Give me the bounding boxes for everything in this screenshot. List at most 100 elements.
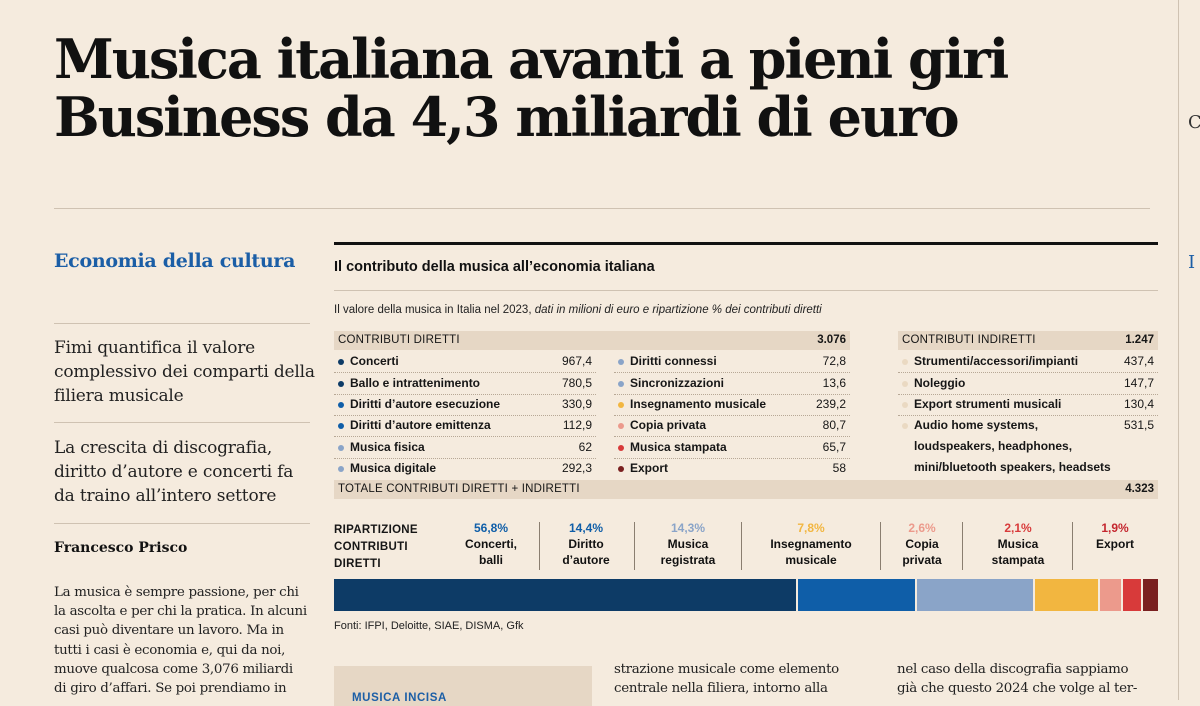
- segment-percent: 2,6%: [908, 521, 936, 535]
- item-value: 130,4: [1123, 397, 1154, 411]
- cropped-text-fragment: I: [1188, 252, 1196, 273]
- bullet-dot: [902, 359, 908, 365]
- infographic-divider: [334, 290, 1158, 291]
- item-label: Ballo e intrattenimento: [350, 376, 481, 390]
- row-divider: [614, 458, 850, 459]
- body-line: di giro d’affari. Se poi prendiamo in: [54, 681, 287, 697]
- segment-name: Copia privata: [902, 537, 942, 567]
- segment-name: Musica registrata: [660, 537, 716, 567]
- article-column-3: nel caso della discografia sappiamo già …: [897, 660, 1137, 698]
- summary-1: Fimi quantifica il valore complessivo de…: [54, 338, 315, 406]
- grand-total-label: TOTALE CONTRIBUTI DIRETTI + INDIRETTI: [338, 483, 580, 495]
- bullet-dot: [338, 445, 344, 451]
- list-item: Diritti d’autore emittenza 112,9: [334, 415, 596, 436]
- item-label: Noleggio: [914, 376, 966, 390]
- segment-separator: [880, 522, 881, 570]
- segment-label: 7,8% Insegnamento musicale: [744, 520, 878, 568]
- row-divider: [334, 436, 596, 437]
- subtitle-italic: dati in milioni di euro e ripartizione %…: [534, 304, 822, 316]
- list-item: Audio home systems, loudspeakers, headph…: [898, 415, 1158, 478]
- segment-separator: [962, 522, 963, 570]
- item-value: 65,7: [822, 440, 846, 454]
- ripartizione-label-line: CONTRIBUTI: [334, 541, 408, 553]
- item-label: Export: [630, 461, 669, 475]
- subtitle-text: Il valore della musica in Italia nel 202…: [334, 304, 535, 316]
- bar-segment: [1142, 579, 1158, 611]
- bullet-dot: [338, 359, 344, 365]
- item-label: Musica stampata: [630, 440, 727, 454]
- row-divider: [614, 394, 850, 395]
- segment-label: 2,1% Musica stampata: [966, 520, 1070, 568]
- list-item: Diritti connessi 72,8: [614, 351, 850, 372]
- bar-segment: [797, 579, 915, 611]
- list-item: Ballo e intrattenimento 780,5: [334, 373, 596, 394]
- bullet-dot: [338, 423, 344, 429]
- bar-segment: [1123, 579, 1141, 611]
- grand-total-row: TOTALE CONTRIBUTI DIRETTI + INDIRETTI 4.…: [334, 480, 1158, 499]
- item-value: 62: [578, 440, 592, 454]
- row-divider: [898, 394, 1158, 395]
- item-value: 72,8: [822, 354, 846, 368]
- bullet-dot: [338, 466, 344, 472]
- body-line: muove qualcosa come 3,076 miliardi: [54, 661, 293, 677]
- list-item: Export strumenti musicali 130,4: [898, 394, 1158, 415]
- section-label[interactable]: Economia della cultura: [54, 250, 296, 272]
- list-item: Sincronizzazioni 13,6: [614, 373, 850, 394]
- row-divider: [334, 394, 596, 395]
- sidebar-box: MUSICA INCISA: [334, 666, 592, 706]
- bar-segment: [1034, 579, 1099, 611]
- bullet-dot: [618, 445, 624, 451]
- bar-segment: [1100, 579, 1122, 611]
- bullet-dot: [618, 402, 624, 408]
- body-line: centrale nella filiera, intorno alla: [614, 681, 828, 697]
- item-label: Concerti: [350, 354, 399, 368]
- segment-name: Concerti, balli: [464, 537, 517, 567]
- right-column-divider: [1178, 0, 1179, 700]
- body-line: strazione musicale come elemento: [614, 662, 839, 677]
- stacked-bar: [334, 579, 1158, 611]
- item-label: Musica fisica: [350, 440, 425, 454]
- item-value: 239,2: [815, 397, 846, 411]
- sources-note: Fonti: IFPI, Deloitte, SIAE, DISMA, Gfk: [334, 620, 524, 632]
- item-label: Strumenti/accessori/impianti: [914, 354, 1079, 368]
- item-label: Audio home systems, loudspeakers, headph…: [914, 415, 1111, 478]
- body-line: tutti i casi è economia e, qui da noi,: [54, 642, 286, 658]
- row-divider: [334, 458, 596, 459]
- segment-percent: 14,3%: [670, 521, 706, 535]
- row-divider: [898, 415, 1158, 416]
- bar-segment: [334, 579, 796, 611]
- bullet-dot: [338, 381, 344, 387]
- bar-segment: [916, 579, 1033, 611]
- sidebar-box-label: MUSICA INCISA: [352, 692, 447, 704]
- row-divider: [614, 436, 850, 437]
- direct-contributions-total: 3.076: [817, 334, 846, 346]
- indirect-contributions-label: CONTRIBUTI INDIRETTI: [902, 334, 1036, 346]
- item-label-line: Audio home systems,: [914, 418, 1039, 432]
- article-column-2: strazione musicale come elemento central…: [614, 660, 839, 698]
- row-divider: [898, 372, 1158, 373]
- body-line: nel caso della discografia sappiamo: [897, 662, 1129, 677]
- bullet-dot: [902, 423, 908, 429]
- list-item: Insegnamento musicale 239,2: [614, 394, 850, 415]
- body-line: casi può diventare un lavoro. Ma in: [54, 623, 284, 639]
- grand-total-value: 4.323: [1125, 483, 1154, 495]
- item-value: 292,3: [561, 461, 592, 475]
- infographic-title: Il contributo della musica all’economia …: [334, 259, 655, 275]
- summary-2: La crescita di discografia, diritto d’au…: [54, 438, 294, 506]
- item-label: Diritti connessi: [630, 354, 717, 368]
- sidebar-divider: [54, 422, 310, 423]
- indirect-contributions-header: CONTRIBUTI INDIRETTI 1.247: [898, 331, 1158, 350]
- segment-separator: [634, 522, 635, 570]
- segment-percent: 2,1%: [1004, 521, 1032, 535]
- bullet-dot: [618, 359, 624, 365]
- item-label: Sincronizzazioni: [630, 376, 725, 390]
- segment-name: Export: [1095, 537, 1134, 551]
- item-value: 330,9: [561, 397, 592, 411]
- item-label-line: mini/bluetooth speakers, headsets: [914, 460, 1111, 474]
- bullet-dot: [618, 466, 624, 472]
- ripartizione-label-line: RIPARTIZIONE: [334, 524, 418, 536]
- body-line: la ascolta e per chi la pratica. In alcu…: [54, 604, 307, 620]
- segment-label: 14,4% Diritto d’autore: [542, 520, 630, 568]
- segment-separator: [539, 522, 540, 570]
- infographic-subtitle: Il valore della musica in Italia nel 202…: [334, 304, 822, 316]
